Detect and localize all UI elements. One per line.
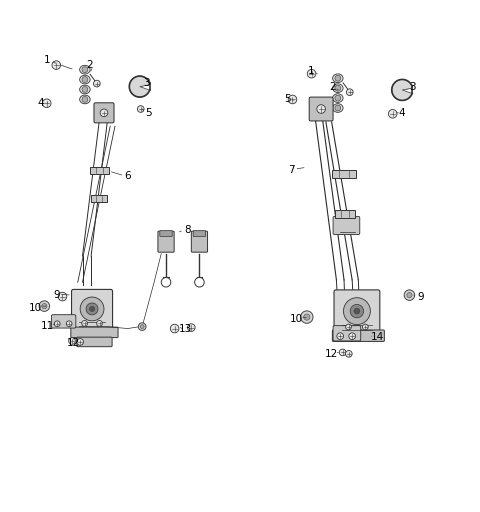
Circle shape [161, 278, 171, 287]
FancyBboxPatch shape [91, 196, 108, 202]
Circle shape [100, 109, 108, 117]
Text: 9: 9 [417, 291, 424, 302]
Circle shape [69, 337, 75, 344]
Circle shape [140, 325, 144, 329]
Text: 3: 3 [144, 78, 150, 88]
Text: 8: 8 [184, 225, 191, 235]
Text: 4: 4 [398, 108, 405, 118]
Text: 4: 4 [37, 98, 44, 109]
FancyBboxPatch shape [309, 97, 333, 121]
Circle shape [344, 297, 371, 325]
Circle shape [96, 321, 102, 326]
Circle shape [335, 105, 341, 111]
Circle shape [58, 292, 67, 301]
Text: 10: 10 [29, 303, 42, 312]
Text: 13: 13 [179, 324, 192, 333]
Circle shape [335, 95, 341, 101]
FancyBboxPatch shape [51, 315, 76, 328]
Ellipse shape [333, 74, 343, 82]
Text: 12: 12 [67, 338, 81, 348]
Circle shape [388, 110, 397, 118]
Circle shape [82, 96, 88, 102]
Circle shape [300, 311, 313, 323]
Circle shape [404, 290, 415, 301]
Ellipse shape [333, 84, 343, 93]
Circle shape [347, 89, 353, 96]
Text: 10: 10 [290, 314, 303, 324]
Text: 1: 1 [307, 66, 314, 76]
FancyBboxPatch shape [72, 289, 113, 332]
FancyBboxPatch shape [77, 337, 112, 347]
Circle shape [335, 75, 341, 81]
FancyBboxPatch shape [333, 326, 361, 341]
Circle shape [82, 87, 88, 93]
FancyBboxPatch shape [160, 231, 172, 237]
Circle shape [354, 308, 360, 314]
FancyBboxPatch shape [334, 290, 380, 337]
Circle shape [170, 324, 179, 333]
Text: 2: 2 [329, 81, 336, 92]
Circle shape [52, 61, 60, 70]
Circle shape [317, 105, 325, 113]
Circle shape [82, 321, 87, 326]
FancyBboxPatch shape [333, 217, 360, 234]
Circle shape [346, 351, 352, 357]
Text: 6: 6 [124, 171, 131, 181]
Circle shape [80, 297, 104, 321]
Circle shape [362, 324, 368, 330]
Circle shape [339, 349, 346, 356]
Text: 11: 11 [41, 321, 54, 331]
Circle shape [188, 324, 195, 331]
Circle shape [86, 303, 98, 315]
Circle shape [304, 314, 310, 320]
Text: 1: 1 [43, 55, 50, 66]
Wedge shape [392, 79, 413, 100]
FancyBboxPatch shape [335, 210, 355, 218]
Ellipse shape [80, 85, 90, 94]
Ellipse shape [333, 94, 343, 102]
FancyBboxPatch shape [192, 231, 207, 252]
Text: 12: 12 [325, 349, 338, 359]
Circle shape [138, 323, 146, 330]
Circle shape [407, 292, 412, 298]
Circle shape [94, 80, 100, 87]
Circle shape [349, 333, 356, 339]
Wedge shape [129, 76, 150, 97]
Ellipse shape [80, 66, 90, 74]
Circle shape [335, 85, 341, 91]
Circle shape [89, 306, 95, 311]
FancyBboxPatch shape [193, 231, 205, 237]
Circle shape [77, 338, 84, 345]
Ellipse shape [80, 95, 90, 104]
Ellipse shape [80, 75, 90, 84]
Circle shape [137, 105, 144, 112]
Circle shape [195, 278, 204, 287]
FancyBboxPatch shape [94, 103, 114, 123]
Circle shape [66, 321, 72, 327]
FancyBboxPatch shape [332, 170, 356, 178]
FancyBboxPatch shape [71, 327, 118, 337]
Circle shape [288, 95, 297, 104]
Circle shape [42, 99, 51, 108]
Text: 3: 3 [409, 81, 416, 92]
Circle shape [337, 333, 344, 339]
Text: 5: 5 [145, 108, 152, 118]
Circle shape [346, 324, 351, 330]
Text: 2: 2 [86, 60, 93, 70]
Text: 5: 5 [285, 95, 291, 104]
Circle shape [82, 67, 88, 73]
FancyBboxPatch shape [90, 166, 109, 174]
Circle shape [42, 304, 47, 309]
Circle shape [307, 70, 316, 78]
Circle shape [82, 77, 88, 82]
FancyBboxPatch shape [332, 330, 384, 342]
Ellipse shape [333, 103, 343, 112]
Text: 7: 7 [288, 165, 295, 175]
Circle shape [54, 321, 60, 327]
Circle shape [39, 301, 49, 311]
FancyBboxPatch shape [158, 231, 174, 252]
Text: 14: 14 [371, 332, 384, 342]
Text: 9: 9 [53, 290, 60, 300]
Circle shape [350, 305, 364, 318]
